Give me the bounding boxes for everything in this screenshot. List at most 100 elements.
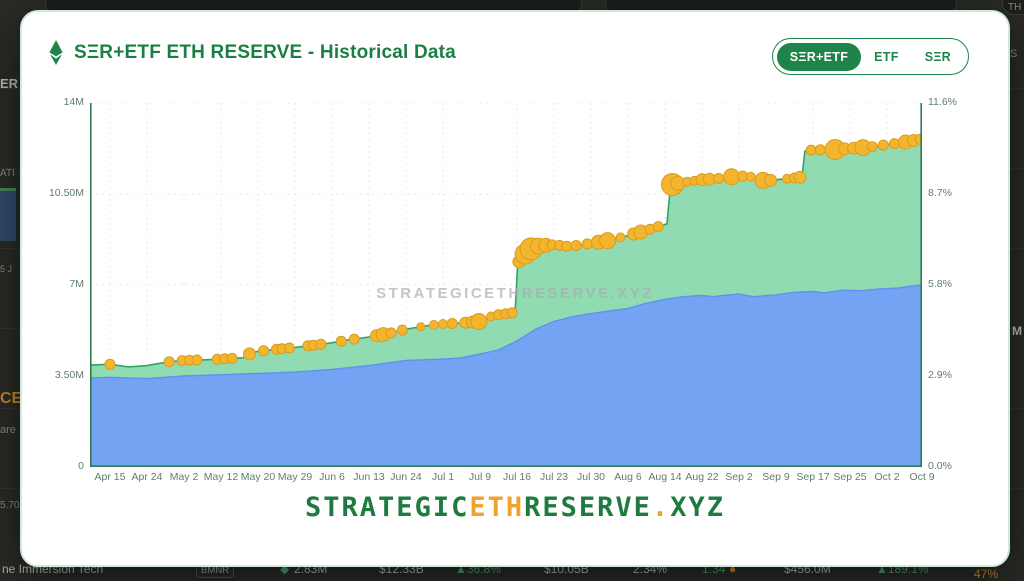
event-dot[interactable]: [191, 354, 203, 366]
event-dot[interactable]: [599, 232, 617, 250]
background-text-fragment: TH: [1008, 2, 1022, 13]
y-axis-label-left: 3.50M: [54, 369, 84, 381]
event-dot[interactable]: [914, 133, 922, 145]
x-axis-label: Sep 2: [725, 471, 753, 483]
x-axis-label: Oct 2: [874, 471, 900, 483]
x-axis-label: Jul 9: [468, 471, 492, 483]
event-dot[interactable]: [243, 347, 256, 361]
event-dot[interactable]: [163, 356, 175, 368]
historical-data-modal: SΞR+ETF ETH RESERVE - Historical Data SΞ…: [20, 10, 1010, 567]
x-axis-label: Apr 24: [131, 471, 163, 483]
background-text-fragment: S: [1010, 48, 1018, 60]
x-axis-label: Jun 6: [319, 471, 345, 483]
event-dot[interactable]: [814, 144, 826, 156]
table-cell: ●: [729, 562, 737, 576]
y-axis-label-left: 7M: [69, 278, 84, 290]
toggle-option-s-r[interactable]: SΞR: [912, 43, 964, 71]
series-etf-line: [90, 284, 922, 380]
series-toggle-group: SΞR+ETF ETF SΞR: [771, 38, 969, 75]
event-dot[interactable]: [438, 319, 448, 329]
event-dot[interactable]: [877, 139, 889, 151]
y-axis-label-right: 0.0%: [928, 460, 952, 472]
event-dot[interactable]: [283, 342, 295, 354]
x-axis-label: Jul 1: [431, 471, 455, 483]
x-axis-label: Jul 16: [502, 471, 532, 483]
event-dot[interactable]: [805, 144, 817, 156]
event-dot[interactable]: [723, 168, 741, 186]
y-axis-label-left: 14M: [63, 96, 84, 108]
y-axis-label-left: 10.50M: [48, 187, 84, 199]
branding-segment: XYZ: [670, 492, 725, 523]
event-dot[interactable]: [226, 352, 238, 364]
event-dot[interactable]: [315, 338, 327, 350]
background-mini-chart: [0, 188, 16, 241]
x-axis-label: Jun 24: [390, 471, 422, 483]
event-dot[interactable]: [745, 171, 756, 182]
event-dot[interactable]: [396, 324, 408, 336]
background-text-fragment: ER: [0, 76, 19, 91]
x-axis-label: Aug 22: [685, 471, 719, 483]
background-text-fragment: CE: [0, 390, 23, 407]
event-dot[interactable]: [615, 232, 626, 243]
toggle-option-etf[interactable]: ETF: [861, 43, 912, 71]
y-axis-label-right: 11.6%: [928, 96, 957, 108]
background-input: [1002, 0, 1024, 15]
event-dot[interactable]: [866, 141, 878, 153]
x-axis-label: May 2: [169, 471, 199, 483]
x-axis-label: May 29: [277, 471, 313, 483]
event-dot[interactable]: [888, 138, 900, 150]
reserve-area-chart: [90, 103, 922, 467]
event-dot[interactable]: [104, 358, 116, 370]
x-axis-label: Jun 13: [353, 471, 385, 483]
event-dot[interactable]: [385, 327, 397, 339]
x-axis-label: Sep 9: [762, 471, 790, 483]
table-cell: ◆: [280, 562, 290, 576]
y-axis-label-left: 0: [78, 460, 84, 472]
event-dot[interactable]: [348, 333, 360, 345]
x-axis-label: Apr 15: [94, 471, 126, 483]
branding-segment: RESERVE: [524, 492, 652, 523]
series-etf-area: [90, 285, 922, 467]
branding-segment: .: [651, 492, 671, 523]
event-dots: [104, 133, 922, 370]
event-dot[interactable]: [713, 173, 725, 184]
x-axis-label: Aug 14: [648, 471, 682, 483]
branding-segment: STRATEGIC: [305, 492, 470, 523]
event-dot[interactable]: [506, 307, 518, 319]
toggle-option-s-r-etf[interactable]: SΞR+ETF: [776, 42, 862, 71]
event-dot[interactable]: [428, 320, 439, 330]
x-axis-label: May 12: [203, 471, 239, 483]
x-axis-label: Aug 6: [614, 471, 642, 483]
event-dot[interactable]: [793, 170, 807, 184]
event-dot[interactable]: [446, 318, 458, 329]
site-branding: STRATEGICETHRESERVE.XYZ: [22, 492, 1008, 523]
event-dot[interactable]: [416, 322, 426, 332]
background-text-fragment: are: [0, 424, 16, 436]
table-cell: 47%: [974, 567, 999, 581]
x-axis-label: Jul 23: [539, 471, 569, 483]
event-dot[interactable]: [652, 221, 664, 233]
event-dot[interactable]: [470, 313, 488, 330]
event-dot[interactable]: [561, 240, 573, 252]
eth-logo-icon: [48, 40, 64, 65]
x-axis-label: May 20: [240, 471, 276, 483]
x-axis-label: Sep 25: [833, 471, 867, 483]
event-dot[interactable]: [764, 173, 777, 187]
event-dot[interactable]: [258, 345, 270, 357]
y-axis-label-right: 2.9%: [928, 369, 952, 381]
y-axis-label-right: 5.8%: [928, 278, 952, 290]
modal-title: SΞR+ETF ETH RESERVE - Historical Data: [74, 41, 456, 63]
background-text-fragment: 5.70: [0, 500, 20, 511]
x-axis-label: Jul 30: [576, 471, 606, 483]
background-text-fragment: M: [1012, 324, 1022, 338]
x-axis-label: Oct 9: [909, 471, 935, 483]
y-axis-label-right: 8.7%: [928, 187, 952, 199]
event-dot[interactable]: [570, 240, 582, 251]
background-text-fragment: 5 J: [0, 264, 13, 274]
branding-segment: ETH: [469, 492, 525, 523]
event-dot[interactable]: [335, 335, 347, 347]
modal-header: SΞR+ETF ETH RESERVE - Historical Data: [48, 40, 456, 65]
x-axis-label: Sep 17: [796, 471, 830, 483]
event-dot[interactable]: [581, 238, 593, 250]
background-text-fragment: ATI: [0, 168, 15, 179]
